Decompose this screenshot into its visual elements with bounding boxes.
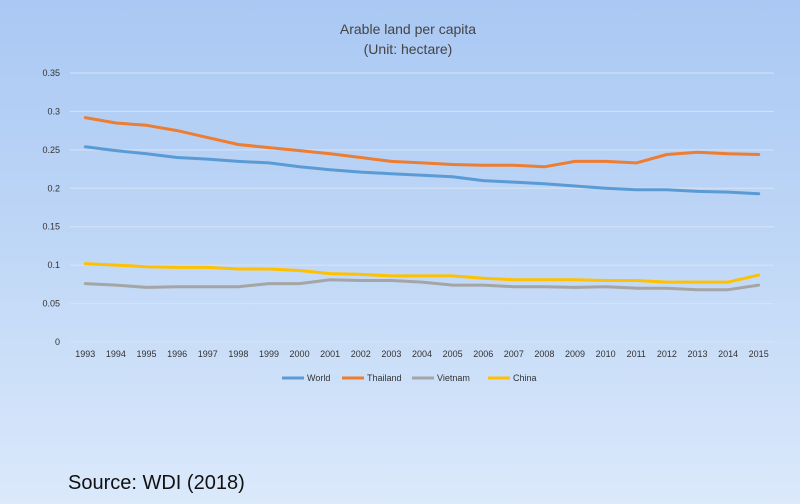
x-tick-label: 1999 <box>259 349 279 359</box>
x-tick-label: 2008 <box>534 349 554 359</box>
x-axis: 1993 1994 1995 1996 1997 1998 1999 2000 2001 2002… <box>75 349 768 359</box>
legend-label-china: China <box>513 373 537 383</box>
x-tick-label: 1995 <box>137 349 157 359</box>
y-axis: 0 0.05 0.1 0.15 0.2 0.25 0.3 0.35 <box>42 68 60 347</box>
y-tick-label: 0.2 <box>47 183 60 193</box>
x-tick-label: 1996 <box>167 349 187 359</box>
x-tick-label: 1998 <box>228 349 248 359</box>
x-tick-label: 2003 <box>381 349 401 359</box>
source-note: Source: WDI (2018) <box>68 472 245 494</box>
x-tick-label: 2014 <box>718 349 738 359</box>
legend: World Thailand Vietnam China <box>282 373 537 383</box>
series-line-china <box>83 262 761 284</box>
x-tick-label: 2011 <box>627 349 646 359</box>
gridlines <box>70 72 774 343</box>
x-tick-label: 2006 <box>473 349 493 359</box>
x-tick-label: 2009 <box>565 349 585 359</box>
x-tick-label: 2002 <box>351 349 371 359</box>
x-tick-label: 2000 <box>290 349 310 359</box>
chart-title: Arable land per capita <box>340 21 476 37</box>
x-tick-label: 2005 <box>443 349 463 359</box>
legend-label-world: World <box>307 373 330 383</box>
x-tick-label: 2004 <box>412 349 432 359</box>
series-lines <box>83 116 761 292</box>
y-tick-label: 0.3 <box>47 106 60 116</box>
x-tick-label: 2015 <box>749 349 769 359</box>
x-tick-label: 1993 <box>75 349 95 359</box>
x-tick-label: 1994 <box>106 349 126 359</box>
y-tick-label: 0.1 <box>47 260 60 270</box>
chart-subtitle: (Unit: hectare) <box>364 41 453 57</box>
y-tick-label: 0.05 <box>42 299 60 309</box>
x-tick-label: 2013 <box>687 349 707 359</box>
x-tick-label: 1997 <box>198 349 218 359</box>
y-tick-label: 0.15 <box>42 222 60 232</box>
series-line-vietnam <box>83 278 761 292</box>
series-line-thailand <box>83 116 761 169</box>
y-tick-label: 0.25 <box>42 145 60 155</box>
y-tick-label: 0 <box>55 337 60 347</box>
legend-label-vietnam: Vietnam <box>437 373 470 383</box>
series-line-world <box>83 145 761 196</box>
x-tick-label: 2007 <box>504 349 524 359</box>
x-tick-label: 2010 <box>596 349 616 359</box>
x-tick-label: 2001 <box>320 349 340 359</box>
legend-label-thailand: Thailand <box>367 373 402 383</box>
y-tick-label: 0.35 <box>42 68 60 78</box>
x-tick-label: 2012 <box>657 349 677 359</box>
